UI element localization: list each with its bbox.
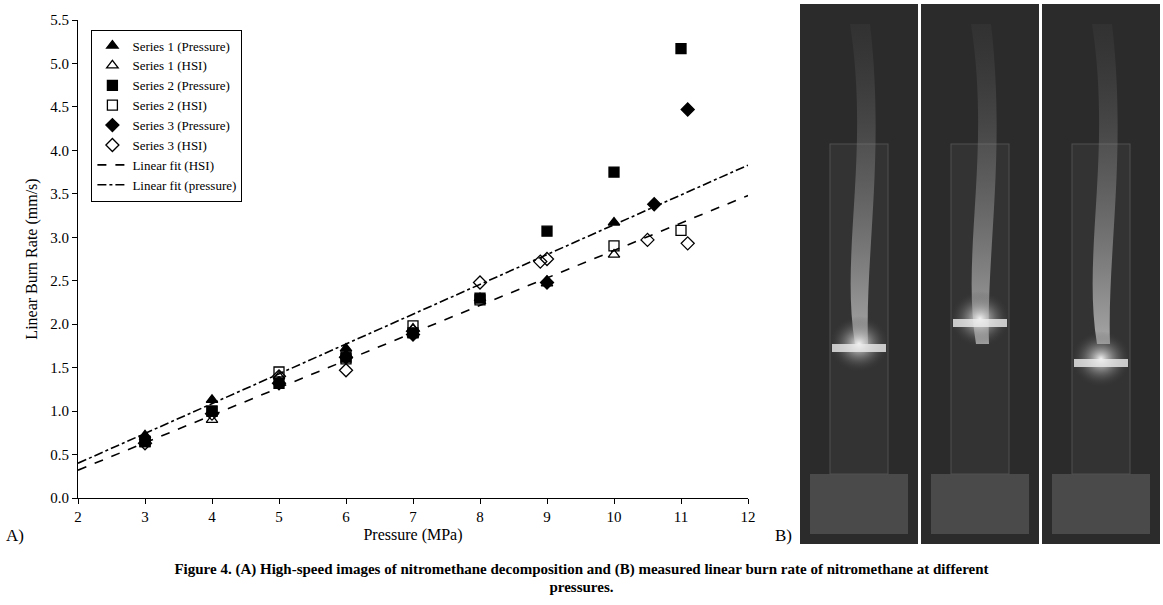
svg-text:2.5: 2.5: [50, 273, 69, 289]
svg-text:Series 1 (Pressure): Series 1 (Pressure): [132, 39, 229, 54]
svg-text:Series 2 (HSI): Series 2 (HSI): [132, 98, 206, 113]
svg-text:5.5: 5.5: [50, 12, 69, 28]
svg-text:Series 3 (HSI): Series 3 (HSI): [132, 138, 206, 153]
svg-text:1.0: 1.0: [50, 403, 69, 419]
svg-text:5: 5: [275, 509, 283, 525]
svg-text:2: 2: [74, 509, 82, 525]
svg-text:1.5: 1.5: [50, 360, 69, 376]
svg-text:5.0: 5.0: [50, 56, 69, 72]
svg-text:Series 1 (HSI): Series 1 (HSI): [132, 58, 206, 73]
svg-text:4: 4: [208, 509, 216, 525]
svg-text:3.5: 3.5: [50, 186, 69, 202]
svg-text:0.0: 0.0: [50, 490, 69, 506]
svg-text:12: 12: [741, 509, 756, 525]
svg-text:0.5: 0.5: [50, 447, 69, 463]
svg-text:8: 8: [476, 509, 484, 525]
html-text:B): B): [775, 526, 792, 545]
svg-text:9: 9: [543, 509, 551, 525]
svg-text:2.0: 2.0: [50, 316, 69, 332]
html-text:Figure 4. (A) High-speed image: Figure 4. (A) High-speed images of nitro…: [174, 561, 989, 595]
svg-text:Pressure (MPa): Pressure (MPa): [363, 526, 462, 544]
svg-text:Series 2 (Pressure): Series 2 (Pressure): [132, 78, 229, 93]
svg-text:3: 3: [141, 509, 149, 525]
svg-text:Linear fit (HSI): Linear fit (HSI): [132, 158, 214, 173]
svg-text:7: 7: [409, 509, 417, 525]
svg-text:6: 6: [342, 509, 350, 525]
svg-text:Series 3 (Pressure): Series 3 (Pressure): [132, 118, 229, 133]
svg-text:4.0: 4.0: [50, 143, 69, 159]
html-text:A): A): [6, 526, 24, 545]
svg-text:3.0: 3.0: [50, 230, 69, 246]
svg-text:4.5: 4.5: [50, 99, 69, 115]
svg-text:10: 10: [607, 509, 622, 525]
svg-text:Linear Burn Rate (mm/s): Linear Burn Rate (mm/s): [23, 178, 41, 339]
svg-text:Linear fit (pressure): Linear fit (pressure): [132, 178, 236, 193]
svg-text:11: 11: [674, 509, 688, 525]
